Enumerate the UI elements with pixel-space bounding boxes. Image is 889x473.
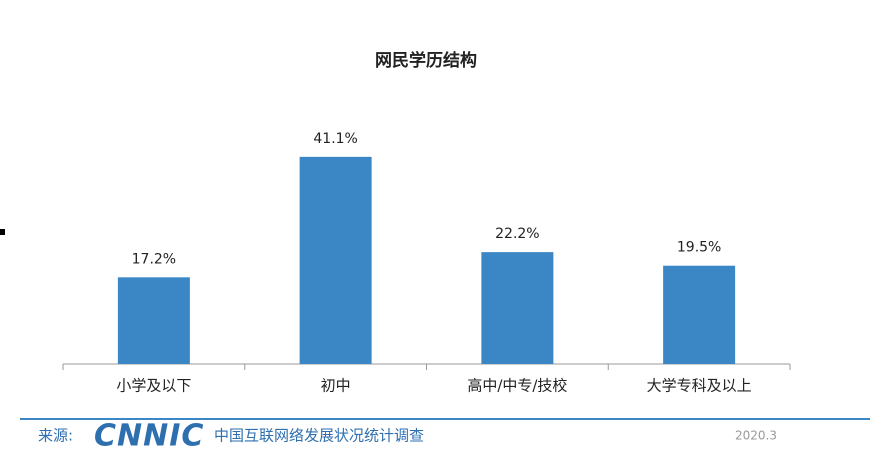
source: 中国互联网络发展状况统计调查 [214, 427, 424, 445]
x-tick-label: 初中 [321, 377, 351, 395]
bar [299, 156, 372, 364]
bar [663, 265, 736, 364]
date: 2020.3 [735, 429, 777, 443]
data-label: 17.2% [132, 251, 176, 267]
bar [481, 252, 554, 364]
data-label: 41.1% [313, 131, 357, 147]
logo: CNNIC [94, 419, 204, 454]
x-tick-label: 小学及以下 [116, 377, 191, 395]
x-tick-label: 高中/中专/技校 [467, 377, 567, 395]
source-label: 来源: [38, 427, 73, 445]
bar [117, 277, 190, 364]
chart-title: 网民学历结构 [375, 50, 477, 71]
marker [0, 229, 5, 235]
x-tick-label: 大学专科及以上 [647, 377, 752, 395]
data-label: 22.2% [495, 226, 539, 242]
data-label: 19.5% [677, 240, 721, 256]
